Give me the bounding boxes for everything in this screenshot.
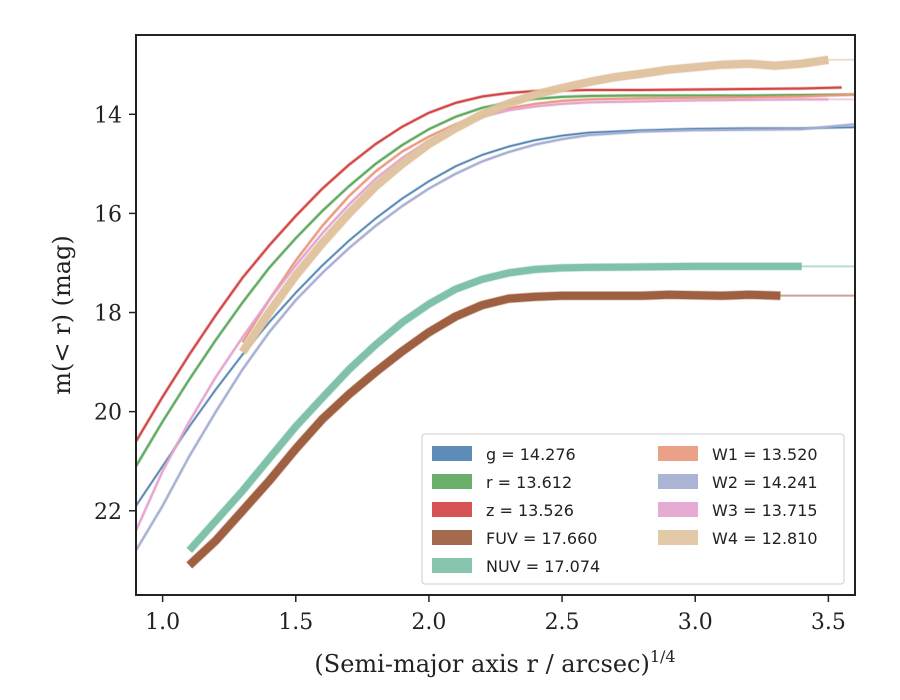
legend-swatch (658, 502, 698, 517)
legend: g = 14.276 r = 13.612 z = 13.526 FUV = 17.6… (421, 433, 845, 585)
series-line-6 (136, 123, 855, 551)
legend-swatch (432, 558, 472, 573)
x-axis-ticks: 1.0 1.5 2.0 2.5 3.0 3.5 (145, 595, 846, 635)
legend-label: W1 = 13.520 (712, 445, 818, 464)
legend-label: z = 13.526 (486, 501, 574, 520)
legend-box (421, 433, 845, 585)
legend-label: W3 = 13.715 (712, 501, 818, 520)
legend-swatch (432, 530, 472, 545)
x-tick-label: 3.0 (678, 610, 713, 635)
legend-label: FUV = 17.660 (486, 529, 597, 548)
legend-label: NUV = 17.074 (486, 557, 600, 576)
y-tick-label: 14 (94, 103, 122, 128)
legend-swatch (658, 530, 698, 545)
x-tick-label: 1.5 (278, 610, 313, 635)
legend-label: g = 14.276 (486, 445, 576, 464)
legend-label: W4 = 12.810 (712, 529, 818, 548)
series-line-2 (136, 86, 842, 442)
y-tick-label: 16 (94, 202, 122, 227)
legend-swatch (658, 474, 698, 489)
y-axis-title: m(< r) (mag) (48, 235, 76, 394)
series-line-0 (136, 126, 855, 507)
legend-swatch (658, 446, 698, 461)
x-tick-label: 2.5 (545, 610, 580, 635)
legend-swatch (432, 474, 472, 489)
x-tick-label: 3.5 (811, 610, 846, 635)
series-line-8 (239, 55, 829, 355)
y-tick-label: 18 (94, 302, 122, 327)
series-line-3 (186, 290, 781, 569)
series-line-1 (136, 93, 855, 467)
series-line-4 (186, 262, 802, 553)
legend-swatch (432, 502, 472, 517)
x-tick-label: 1.0 (145, 610, 180, 635)
legend-label: W2 = 14.241 (712, 473, 818, 492)
legend-swatch (432, 446, 472, 461)
plot-frame (135, 34, 856, 596)
x-tick-label: 2.0 (411, 610, 446, 635)
y-tick-label: 20 (94, 401, 122, 426)
y-axis-ticks: 14 16 18 20 22 (94, 103, 136, 525)
y-tick-label: 22 (94, 500, 122, 525)
legend-label: r = 13.612 (486, 473, 572, 492)
series-layer (136, 55, 855, 569)
x-axis-title: (Semi-major axis r / arcsec)1/4 (314, 647, 675, 678)
